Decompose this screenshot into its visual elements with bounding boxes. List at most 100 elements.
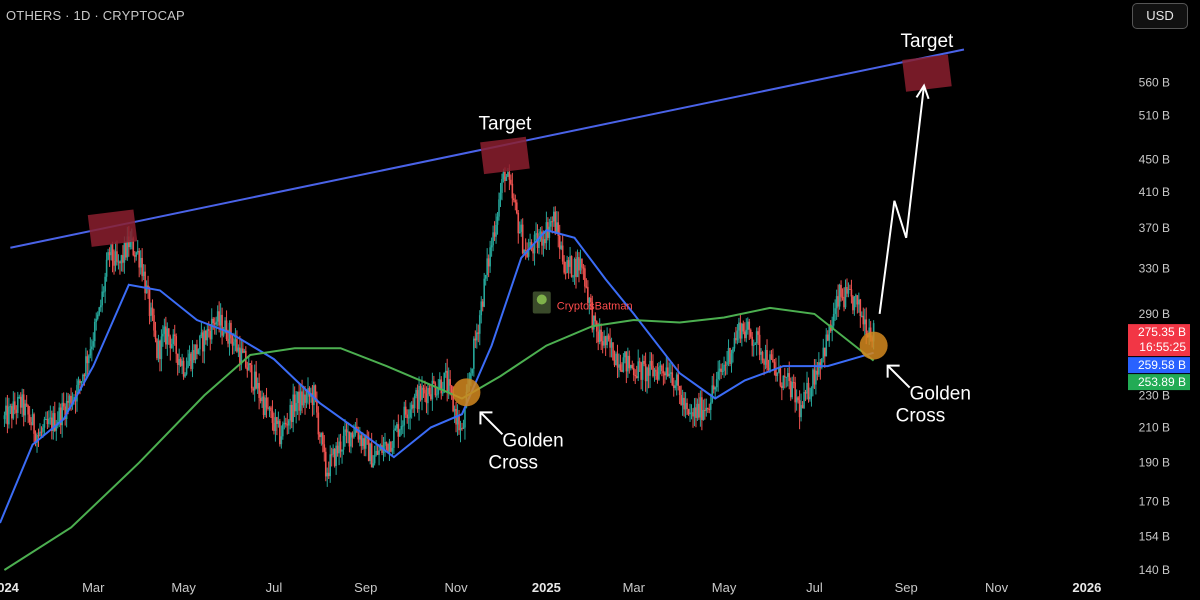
candle bbox=[835, 289, 838, 320]
candle bbox=[296, 391, 299, 416]
candle bbox=[711, 375, 714, 404]
candle bbox=[487, 254, 490, 278]
candle bbox=[199, 334, 201, 356]
candle bbox=[810, 386, 813, 407]
candle bbox=[179, 357, 182, 367]
candle bbox=[594, 312, 597, 327]
candle bbox=[221, 307, 223, 345]
candle bbox=[646, 366, 648, 394]
candle bbox=[390, 441, 392, 453]
candle bbox=[273, 412, 275, 435]
candle bbox=[135, 251, 138, 261]
candle bbox=[196, 339, 198, 360]
candle bbox=[744, 322, 746, 342]
candle bbox=[754, 342, 756, 346]
x-tick-label: 2024 bbox=[0, 580, 20, 595]
candle bbox=[847, 282, 850, 298]
candle bbox=[474, 330, 477, 349]
candle bbox=[661, 364, 663, 377]
candle bbox=[770, 349, 773, 361]
time-axis[interactable]: 2024 Mar May Jul Sep Nov 2025 Mar May Jul Sep Nov 20… bbox=[0, 580, 1101, 595]
candle bbox=[16, 391, 19, 419]
candle bbox=[677, 363, 679, 391]
candle bbox=[384, 432, 386, 457]
candle bbox=[464, 405, 466, 440]
candle bbox=[396, 422, 398, 433]
price-tag: 253.89 B bbox=[1128, 374, 1190, 391]
candle bbox=[339, 433, 342, 458]
candle bbox=[55, 419, 58, 441]
price-tag: 259.58 B bbox=[1128, 357, 1190, 374]
candle bbox=[430, 384, 432, 401]
candle bbox=[570, 255, 573, 278]
candle bbox=[658, 362, 660, 381]
candle bbox=[675, 372, 678, 396]
candle bbox=[669, 361, 672, 383]
candle bbox=[781, 382, 783, 401]
projection-path bbox=[878, 85, 925, 315]
candle bbox=[514, 194, 517, 211]
candle bbox=[142, 264, 145, 281]
candle bbox=[680, 385, 682, 406]
candle bbox=[277, 411, 280, 428]
candle bbox=[372, 455, 374, 469]
candle bbox=[216, 305, 219, 327]
candle bbox=[664, 371, 666, 384]
candle bbox=[816, 362, 819, 381]
candle bbox=[400, 415, 403, 436]
candle bbox=[590, 294, 592, 310]
candle bbox=[456, 404, 459, 436]
candle bbox=[551, 216, 554, 234]
candle bbox=[672, 377, 675, 397]
candle bbox=[622, 353, 625, 373]
candle bbox=[212, 317, 215, 330]
currency-button[interactable]: USD bbox=[1132, 3, 1188, 29]
price-axis[interactable]: 560 B 510 B 450 B 410 B 370 B 330 B 290 B 230 B… bbox=[1139, 75, 1170, 577]
candle bbox=[783, 367, 786, 389]
candle bbox=[698, 392, 700, 420]
candle bbox=[745, 318, 748, 343]
candle bbox=[579, 249, 582, 275]
candle bbox=[293, 386, 296, 418]
candle bbox=[284, 417, 287, 428]
candle bbox=[597, 322, 600, 351]
candle bbox=[695, 397, 697, 428]
candle bbox=[758, 325, 761, 361]
candle bbox=[404, 399, 407, 418]
candle bbox=[576, 249, 579, 278]
candle bbox=[286, 412, 289, 435]
candle bbox=[742, 320, 745, 335]
candle bbox=[104, 272, 106, 304]
candle bbox=[418, 376, 420, 421]
drawings: TargetTargetGoldenCrossGoldenCrossCrypto… bbox=[10, 31, 971, 473]
candle bbox=[575, 251, 577, 289]
candle bbox=[560, 241, 563, 251]
candle bbox=[329, 445, 332, 483]
candle bbox=[391, 440, 394, 458]
candle bbox=[486, 248, 488, 282]
candle bbox=[242, 341, 244, 354]
candle bbox=[327, 461, 330, 480]
candle bbox=[655, 366, 657, 380]
candle bbox=[690, 404, 693, 420]
y-tick-label: 170 B bbox=[1139, 495, 1170, 509]
candle bbox=[665, 355, 668, 380]
candle bbox=[422, 384, 425, 398]
candle bbox=[794, 376, 796, 413]
candle bbox=[552, 206, 555, 227]
candle bbox=[477, 324, 480, 343]
candle bbox=[119, 260, 121, 275]
candle bbox=[652, 354, 654, 378]
candle bbox=[581, 258, 583, 275]
candle bbox=[480, 296, 483, 324]
candle bbox=[364, 434, 367, 457]
candle bbox=[656, 363, 659, 384]
watermark-text: CryptosBatman bbox=[557, 300, 633, 312]
candle bbox=[625, 351, 628, 384]
candle bbox=[108, 247, 111, 267]
candle bbox=[93, 318, 96, 348]
candle bbox=[517, 210, 520, 244]
candle bbox=[24, 399, 26, 423]
candle bbox=[178, 348, 180, 374]
